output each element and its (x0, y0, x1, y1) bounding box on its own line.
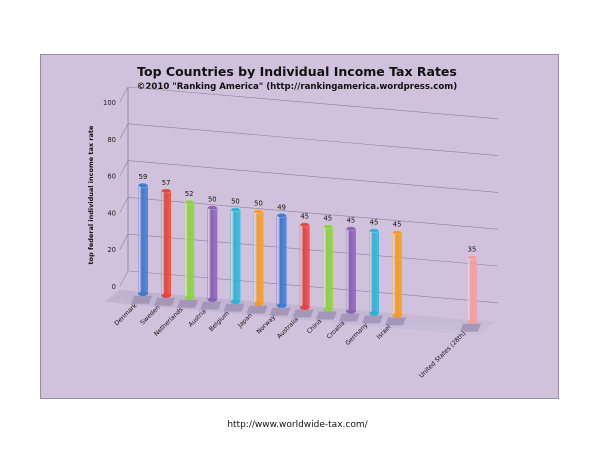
bar-pad (362, 315, 383, 324)
gridline (127, 197, 499, 230)
bar-germany (369, 230, 379, 314)
bar-base (230, 299, 241, 304)
bar-top (345, 226, 356, 232)
bar-norway (276, 215, 287, 306)
bar-pad (460, 323, 481, 332)
bar-top (253, 209, 264, 215)
bar-pad (385, 317, 407, 326)
bar-croatia (345, 228, 356, 312)
bar-australia (299, 224, 310, 308)
bar-china (322, 226, 333, 310)
data-label: 45 (347, 217, 356, 225)
bar-base (276, 303, 287, 308)
data-label: 59 (139, 173, 148, 181)
bar-base (346, 309, 356, 314)
data-label: 52 (185, 190, 194, 198)
x-tick-label: Denmark (113, 302, 138, 327)
gridline (127, 123, 499, 156)
bar-base (299, 305, 310, 310)
bar-sweden (161, 190, 172, 296)
bar-belgium (230, 209, 241, 302)
data-label: 50 (231, 198, 240, 206)
chart-subtitle: ©2010 "Ranking America" (http://rankinga… (137, 82, 457, 92)
bar-pad (154, 297, 176, 306)
chart-frame (40, 54, 559, 399)
bar-pad (269, 307, 291, 316)
x-tick-label: Austria (187, 308, 208, 329)
y-tick-label: 0 (112, 283, 116, 291)
y-tick-label: 60 (107, 173, 116, 181)
bar-pad (223, 303, 245, 312)
data-label: 49 (277, 203, 286, 211)
bar-pad (315, 311, 337, 320)
bar-base (138, 291, 148, 296)
data-label: 45 (300, 213, 309, 221)
bar-united-states-28th- (467, 257, 477, 322)
y-tick-label: 40 (107, 209, 116, 217)
bar-pad (338, 313, 360, 322)
x-tick-label: Australia (276, 316, 300, 340)
bar-austria (207, 207, 218, 300)
bar-top (392, 230, 403, 236)
bar-top (161, 188, 172, 194)
data-label: 50 (208, 196, 217, 204)
bar-top (207, 205, 218, 211)
data-label: 45 (393, 221, 402, 229)
bar-base (207, 297, 218, 302)
bar-base (369, 311, 379, 316)
bar-base (161, 293, 171, 298)
gridline (127, 160, 499, 193)
bar-base (184, 295, 194, 300)
x-tick-label: Germany (344, 322, 369, 347)
data-label: 45 (323, 215, 332, 223)
gridline-side (119, 270, 129, 287)
x-tick-label: Belgium (208, 310, 231, 333)
bar-top (322, 224, 333, 230)
x-tick-label: Japan (236, 312, 254, 330)
bar-top (230, 207, 241, 213)
bar-pad (292, 309, 314, 318)
bar-base (253, 301, 264, 306)
x-tick-label: Norway (255, 314, 277, 336)
gridline-side (119, 123, 129, 139)
gridline (127, 86, 499, 120)
data-label: 45 (370, 219, 379, 227)
bar-pad (177, 299, 199, 308)
bar-top (467, 254, 477, 260)
bar-base (323, 307, 333, 312)
bar-top (184, 199, 195, 205)
bar-top (276, 212, 287, 218)
bar-pad (200, 301, 222, 310)
bar-top (369, 228, 379, 234)
bar-top (138, 182, 148, 188)
y-tick-label: 80 (107, 136, 116, 144)
data-label: 57 (162, 179, 171, 187)
y-tick-label: 20 (107, 246, 116, 254)
x-tick-label: United States (28th) (418, 330, 467, 379)
data-label: 50 (254, 200, 263, 208)
bar-base (392, 313, 402, 318)
bar-netherlands (184, 201, 195, 298)
bar-japan (253, 211, 264, 304)
footer-source-url: http://www.worldwide-tax.com/ (227, 420, 368, 430)
y-tick-label: 100 (103, 99, 116, 107)
bar-base (467, 319, 477, 324)
gridline (127, 233, 499, 267)
chart-title: Top Countries by Individual Income Tax R… (137, 64, 457, 79)
bar-top (299, 222, 310, 228)
bar-pad (246, 305, 268, 314)
y-axis-label: top federal individual income tax rate (87, 125, 95, 264)
gridline-side (119, 160, 129, 176)
bar-denmark (138, 185, 148, 294)
gridline-side (119, 86, 129, 103)
bar-pad (131, 295, 152, 304)
gridline-side (119, 197, 129, 213)
gridline-side (119, 234, 129, 250)
data-label: 35 (468, 245, 477, 253)
x-tick-label: Sweden (139, 304, 161, 326)
bar-israel (392, 232, 403, 316)
